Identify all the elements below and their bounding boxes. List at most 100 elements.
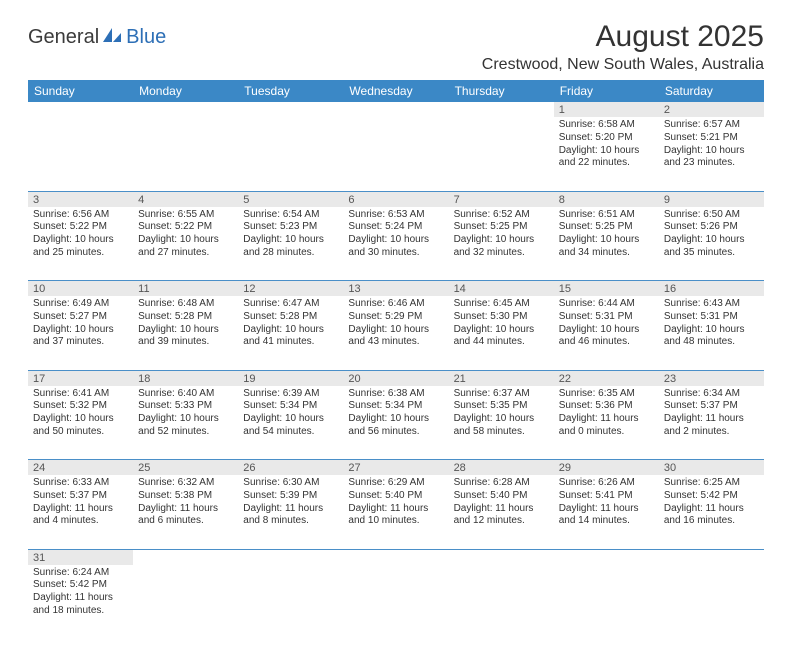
day-content: Sunrise: 6:39 AMSunset: 5:34 PMDaylight:… xyxy=(238,386,343,442)
daynum-row: 10111213141516 xyxy=(28,281,764,297)
daylight-text2: and 22 minutes. xyxy=(559,157,654,170)
day-number: 1 xyxy=(554,102,659,117)
day-cell: Sunrise: 6:55 AMSunset: 5:22 PMDaylight:… xyxy=(133,207,238,281)
sunset-text: Sunset: 5:40 PM xyxy=(348,490,443,503)
sunrise-text: Sunrise: 6:46 AM xyxy=(348,298,443,311)
sail-icon xyxy=(101,26,123,49)
day-number: 22 xyxy=(554,370,659,386)
day-content: Sunrise: 6:48 AMSunset: 5:28 PMDaylight:… xyxy=(133,296,238,352)
day-number: 10 xyxy=(28,281,133,297)
sunrise-text: Sunrise: 6:52 AM xyxy=(454,209,549,222)
day-cell: Sunrise: 6:34 AMSunset: 5:37 PMDaylight:… xyxy=(659,386,764,460)
weekday-header: Wednesday xyxy=(343,80,448,102)
day-number: 28 xyxy=(449,460,554,476)
sunrise-text: Sunrise: 6:28 AM xyxy=(454,477,549,490)
daylight-text2: and 14 minutes. xyxy=(559,515,654,528)
day-number: 20 xyxy=(343,370,448,386)
daylight-text: Daylight: 11 hours xyxy=(664,503,759,516)
logo-text-blue: Blue xyxy=(126,26,166,49)
daylight-text: Daylight: 10 hours xyxy=(348,413,443,426)
day-cell: Sunrise: 6:44 AMSunset: 5:31 PMDaylight:… xyxy=(554,296,659,370)
day-number: 13 xyxy=(343,281,448,297)
week-row: Sunrise: 6:24 AMSunset: 5:42 PMDaylight:… xyxy=(28,565,764,639)
daylight-text2: and 12 minutes. xyxy=(454,515,549,528)
day-content: Sunrise: 6:51 AMSunset: 5:25 PMDaylight:… xyxy=(554,207,659,263)
sunset-text: Sunset: 5:41 PM xyxy=(559,490,654,503)
daylight-text: Daylight: 11 hours xyxy=(559,503,654,516)
day-number xyxy=(449,102,554,117)
day-number: 18 xyxy=(133,370,238,386)
day-number: 24 xyxy=(28,460,133,476)
daynum-row: 31 xyxy=(28,549,764,565)
daynum-row: 3456789 xyxy=(28,191,764,207)
daylight-text: Daylight: 10 hours xyxy=(138,324,233,337)
daylight-text: Daylight: 11 hours xyxy=(243,503,338,516)
sunrise-text: Sunrise: 6:33 AM xyxy=(33,477,128,490)
calendar-table: Sunday Monday Tuesday Wednesday Thursday… xyxy=(28,80,764,639)
sunset-text: Sunset: 5:29 PM xyxy=(348,311,443,324)
sunrise-text: Sunrise: 6:53 AM xyxy=(348,209,443,222)
sunset-text: Sunset: 5:25 PM xyxy=(559,221,654,234)
daylight-text2: and 44 minutes. xyxy=(454,336,549,349)
day-cell xyxy=(449,117,554,191)
day-cell xyxy=(28,117,133,191)
day-cell: Sunrise: 6:29 AMSunset: 5:40 PMDaylight:… xyxy=(343,475,448,549)
day-content: Sunrise: 6:44 AMSunset: 5:31 PMDaylight:… xyxy=(554,296,659,352)
day-content: Sunrise: 6:29 AMSunset: 5:40 PMDaylight:… xyxy=(343,475,448,531)
daylight-text: Daylight: 11 hours xyxy=(138,503,233,516)
daylight-text: Daylight: 10 hours xyxy=(454,324,549,337)
day-cell: Sunrise: 6:37 AMSunset: 5:35 PMDaylight:… xyxy=(449,386,554,460)
sunset-text: Sunset: 5:42 PM xyxy=(33,579,128,592)
week-row: Sunrise: 6:56 AMSunset: 5:22 PMDaylight:… xyxy=(28,207,764,281)
day-cell: Sunrise: 6:39 AMSunset: 5:34 PMDaylight:… xyxy=(238,386,343,460)
sunrise-text: Sunrise: 6:24 AM xyxy=(33,567,128,580)
sunset-text: Sunset: 5:38 PM xyxy=(138,490,233,503)
day-cell: Sunrise: 6:26 AMSunset: 5:41 PMDaylight:… xyxy=(554,475,659,549)
day-content: Sunrise: 6:45 AMSunset: 5:30 PMDaylight:… xyxy=(449,296,554,352)
sunset-text: Sunset: 5:26 PM xyxy=(664,221,759,234)
sunset-text: Sunset: 5:30 PM xyxy=(454,311,549,324)
day-number: 14 xyxy=(449,281,554,297)
day-content: Sunrise: 6:58 AMSunset: 5:20 PMDaylight:… xyxy=(554,117,659,173)
sunrise-text: Sunrise: 6:39 AM xyxy=(243,388,338,401)
daylight-text: Daylight: 10 hours xyxy=(454,413,549,426)
logo-text-general: General xyxy=(28,26,99,49)
day-number xyxy=(659,549,764,565)
daylight-text: Daylight: 10 hours xyxy=(559,234,654,247)
day-cell: Sunrise: 6:38 AMSunset: 5:34 PMDaylight:… xyxy=(343,386,448,460)
day-number: 11 xyxy=(133,281,238,297)
sunrise-text: Sunrise: 6:26 AM xyxy=(559,477,654,490)
weekday-header-row: Sunday Monday Tuesday Wednesday Thursday… xyxy=(28,80,764,102)
day-cell: Sunrise: 6:24 AMSunset: 5:42 PMDaylight:… xyxy=(28,565,133,639)
day-number: 27 xyxy=(343,460,448,476)
daylight-text2: and 48 minutes. xyxy=(664,336,759,349)
sunset-text: Sunset: 5:28 PM xyxy=(138,311,233,324)
weekday-header: Thursday xyxy=(449,80,554,102)
sunrise-text: Sunrise: 6:34 AM xyxy=(664,388,759,401)
day-content: Sunrise: 6:26 AMSunset: 5:41 PMDaylight:… xyxy=(554,475,659,531)
day-content: Sunrise: 6:25 AMSunset: 5:42 PMDaylight:… xyxy=(659,475,764,531)
calendar-page: General Blue August 2025 Crestwood, New … xyxy=(0,0,792,647)
sunset-text: Sunset: 5:34 PM xyxy=(243,400,338,413)
daylight-text2: and 58 minutes. xyxy=(454,426,549,439)
sunset-text: Sunset: 5:31 PM xyxy=(664,311,759,324)
sunset-text: Sunset: 5:37 PM xyxy=(664,400,759,413)
day-number xyxy=(449,549,554,565)
sunset-text: Sunset: 5:28 PM xyxy=(243,311,338,324)
day-content: Sunrise: 6:50 AMSunset: 5:26 PMDaylight:… xyxy=(659,207,764,263)
weekday-header: Tuesday xyxy=(238,80,343,102)
sunrise-text: Sunrise: 6:30 AM xyxy=(243,477,338,490)
day-number: 29 xyxy=(554,460,659,476)
day-number: 5 xyxy=(238,191,343,207)
daylight-text2: and 34 minutes. xyxy=(559,247,654,260)
sunrise-text: Sunrise: 6:43 AM xyxy=(664,298,759,311)
daylight-text: Daylight: 10 hours xyxy=(454,234,549,247)
day-content: Sunrise: 6:52 AMSunset: 5:25 PMDaylight:… xyxy=(449,207,554,263)
day-number xyxy=(343,549,448,565)
sunrise-text: Sunrise: 6:58 AM xyxy=(559,119,654,132)
day-cell: Sunrise: 6:50 AMSunset: 5:26 PMDaylight:… xyxy=(659,207,764,281)
daylight-text: Daylight: 11 hours xyxy=(348,503,443,516)
daylight-text2: and 4 minutes. xyxy=(33,515,128,528)
sunrise-text: Sunrise: 6:29 AM xyxy=(348,477,443,490)
day-cell xyxy=(133,565,238,639)
